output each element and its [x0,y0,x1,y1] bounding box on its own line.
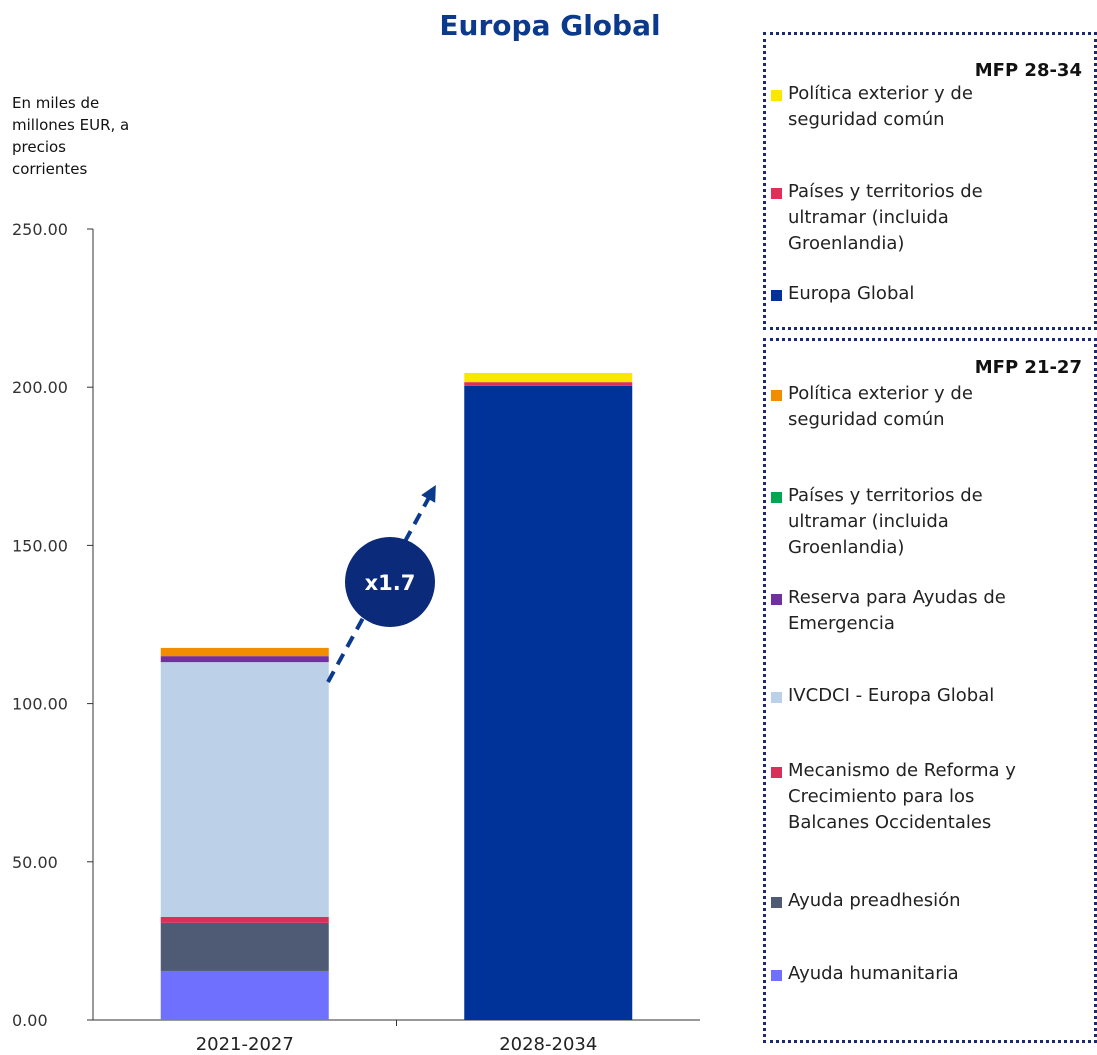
legend-swatch [771,188,782,199]
legend-label: Reserva para Ayudas de Emergencia [788,587,1006,634]
y-tick-label: 150.00 [12,536,68,555]
legend-item: Reserva para Ayudas de Emergencia [771,585,1033,637]
legend-label: Países y territorios de ultramar (inclui… [788,181,983,254]
legend-label: Europa Global [788,283,915,304]
legend-group-title: MFP 28-34 [974,60,1082,81]
y-axis-label: corrientes [12,160,88,178]
y-axis-label: En miles de [12,94,99,112]
x-tick-label: 2028-2034 [499,1034,597,1055]
legend-swatch [771,594,782,605]
bar-segment [160,916,329,923]
legend-swatch [771,970,782,981]
legend-label: Política exterior y de seguridad común [788,83,973,130]
legend-label: Ayuda humanitaria [788,963,959,984]
legend-item: Ayuda preadhesión [771,888,1033,914]
legend-swatch [771,692,782,703]
chart-title: Europa Global [439,9,660,42]
legend-item: IVCDCI - Europa Global [771,683,1033,709]
bar-segment [464,372,633,383]
legend-swatch [771,290,782,301]
y-axis-label: precios [12,138,66,156]
legend-swatch [771,390,782,401]
y-tick-label: 0.00 [12,1011,48,1030]
y-tick-label: 100.00 [12,695,68,714]
x-tick-label: 2021-2027 [196,1034,294,1055]
legend-label: Ayuda preadhesión [788,890,961,911]
bar-segment [160,970,329,1020]
bar-segment [464,385,633,1020]
legend-group: MFP 21-27 Política exterior y de segurida… [763,338,1097,1043]
legend-swatch [771,767,782,778]
legend-item: Países y territorios de ultramar (inclui… [771,483,1033,561]
y-tick-label: 50.00 [12,853,58,872]
legend-item: Ayuda humanitaria [771,961,1033,987]
legend-group: MFP 28-34 Política exterior y de segurida… [763,32,1097,330]
bar-segment [464,382,633,386]
legend-item: Mecanismo de Reforma y Crecimiento para … [771,758,1033,836]
legend-swatch [771,90,782,101]
bar-segment [160,647,329,657]
legend-item: Política exterior y de seguridad común [771,81,1033,133]
legend-swatch [771,492,782,503]
annotation: x1.7 [365,571,416,595]
legend-item: Europa Global [771,281,1033,307]
bar-segment [160,922,329,971]
y-tick-label: 250.00 [12,220,68,239]
legend-label: IVCDCI - Europa Global [788,685,995,706]
legend-label: Mecanismo de Reforma y Crecimiento para … [788,760,1016,833]
legend-group-title: MFP 21-27 [974,357,1082,378]
annotation-circle [345,537,435,627]
legend-item: Política exterior y de seguridad común [771,381,1033,433]
y-axis-label: millones EUR, a [12,116,129,134]
legend-label: Países y territorios de ultramar (inclui… [788,485,983,558]
y-tick-label: 200.00 [12,378,68,397]
legend-swatch [771,897,782,908]
bar-segment [160,656,329,663]
legend-item: Países y territorios de ultramar (inclui… [771,179,1033,257]
legend-label: Política exterior y de seguridad común [788,383,973,430]
bar-segment [160,662,329,917]
